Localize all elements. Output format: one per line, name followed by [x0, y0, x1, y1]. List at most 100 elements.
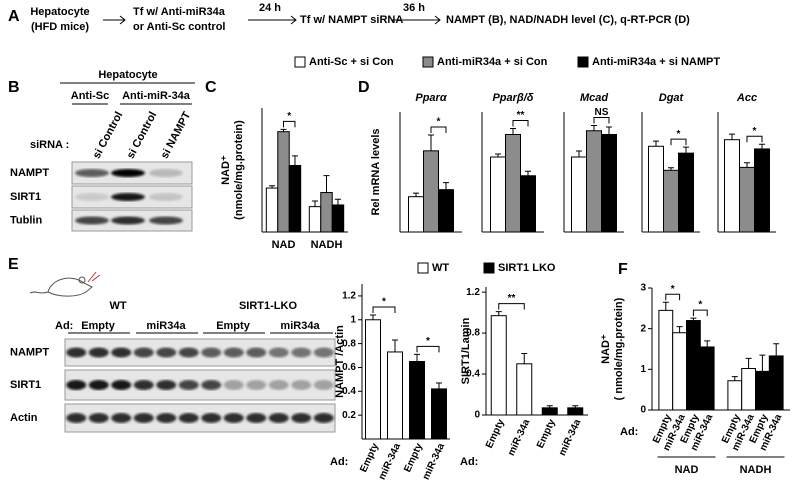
error-bar	[428, 134, 434, 151]
lane-label: miR34a	[280, 320, 320, 332]
blot-band	[75, 216, 109, 225]
x-tick-label: miR-34a	[421, 441, 448, 481]
bar	[571, 156, 587, 233]
panel-label: F	[618, 261, 628, 278]
y-tick-label: 0.4	[466, 369, 480, 380]
legend-label: SIRT1 LKO	[498, 262, 556, 274]
y-axis-label: NAMPT /Actin	[334, 325, 346, 398]
sig-bracket	[372, 306, 396, 313]
step-text: Tf w/ NAMPT siRNA	[300, 14, 403, 26]
blot-band	[66, 413, 87, 423]
blot-band	[133, 413, 154, 423]
bar	[741, 368, 757, 411]
chart-title: Acc	[736, 92, 757, 104]
sig-bracket	[746, 135, 763, 143]
x-axis-label: Ad:	[330, 456, 348, 468]
y-tick-label: 1	[640, 364, 646, 375]
group-label: NAD	[675, 464, 699, 476]
error-bar	[414, 353, 420, 362]
bar	[727, 380, 743, 411]
error-bar	[413, 192, 419, 197]
lane-label: Empty	[81, 320, 116, 332]
blot-band	[111, 216, 145, 225]
error-bar	[744, 162, 750, 168]
y-tick-label: 0.2	[342, 410, 356, 421]
blot-band	[246, 413, 267, 423]
step-text: or Anti-Sc control	[133, 21, 225, 33]
row-label: Actin	[10, 412, 38, 424]
error-bar	[683, 146, 689, 154]
sig-bracket	[593, 117, 610, 124]
panel-label: A	[8, 8, 20, 25]
error-bar	[312, 200, 319, 207]
chart-title: Dgat	[659, 92, 685, 104]
blot-band	[111, 347, 132, 358]
blot-group: SIRT1-LKO	[239, 300, 298, 312]
interval: 36 h	[403, 2, 425, 14]
bar	[648, 145, 664, 233]
blot-band	[201, 347, 222, 358]
sig-bracket	[512, 120, 529, 127]
blot-band	[133, 347, 154, 358]
blot-band	[313, 347, 334, 358]
y-axis-label: NAD⁺	[600, 334, 612, 364]
blot-band	[156, 413, 177, 423]
error-bar	[525, 170, 531, 176]
error-bar	[546, 405, 553, 408]
error-bar	[280, 128, 287, 132]
bar	[365, 319, 381, 440]
blot-group: Anti-miR-34a	[122, 90, 191, 102]
bar	[601, 134, 617, 233]
blot-band	[223, 413, 244, 423]
blot-group: Anti-Sc	[71, 90, 110, 102]
error-bar	[572, 405, 579, 408]
error-bar	[773, 343, 780, 356]
error-bar	[334, 198, 341, 205]
y-tick-label: 3	[640, 283, 646, 294]
legend-label: WT	[432, 262, 449, 274]
blot-strip	[64, 338, 336, 367]
blot-band	[66, 347, 87, 358]
blot-band	[313, 413, 334, 423]
error-bar	[759, 143, 765, 149]
bar	[423, 150, 439, 233]
step-text: NAMPT (B), NAD/NADH level (C), q-RT-PCR …	[446, 14, 690, 26]
bar	[490, 315, 507, 416]
sig-bracket	[416, 345, 440, 353]
sig-label: *	[698, 300, 702, 311]
error-bar	[495, 153, 501, 157]
y-tick-label: 1.2	[342, 291, 356, 302]
blot-band	[133, 380, 154, 390]
error-bar	[269, 185, 276, 189]
blot-band	[75, 193, 109, 201]
bar	[663, 169, 679, 233]
x-tick-label: Empty	[402, 441, 425, 474]
lane-label: si NAMPT	[159, 110, 194, 161]
group-label: NADH	[740, 464, 772, 476]
sig-bracket	[665, 293, 681, 301]
blot-band	[201, 380, 222, 390]
sig-label: **	[508, 293, 516, 304]
blot-band	[178, 413, 199, 423]
step-text: (HFD mice)	[31, 21, 89, 33]
sig-bracket	[430, 126, 447, 133]
blot-group: WT	[109, 300, 126, 312]
panel-label: C	[205, 79, 217, 96]
error-bar	[510, 128, 516, 135]
blot-band	[268, 380, 289, 390]
x-axis-label: Ad:	[620, 426, 638, 438]
blot-band	[149, 193, 183, 201]
arrow	[392, 15, 441, 25]
blot-band	[111, 413, 132, 423]
row-label: NAMPT	[10, 346, 49, 358]
bar	[505, 134, 521, 233]
row-label: NAMPT	[10, 167, 49, 179]
error-bar	[690, 317, 697, 321]
blot-band	[156, 347, 177, 358]
interval: 24 h	[259, 2, 281, 14]
sig-label: *	[382, 297, 386, 308]
x-tick-label: NAD	[272, 239, 296, 251]
x-axis-label: Ad:	[460, 456, 478, 468]
panel-label: B	[8, 79, 20, 96]
bar	[408, 196, 424, 233]
